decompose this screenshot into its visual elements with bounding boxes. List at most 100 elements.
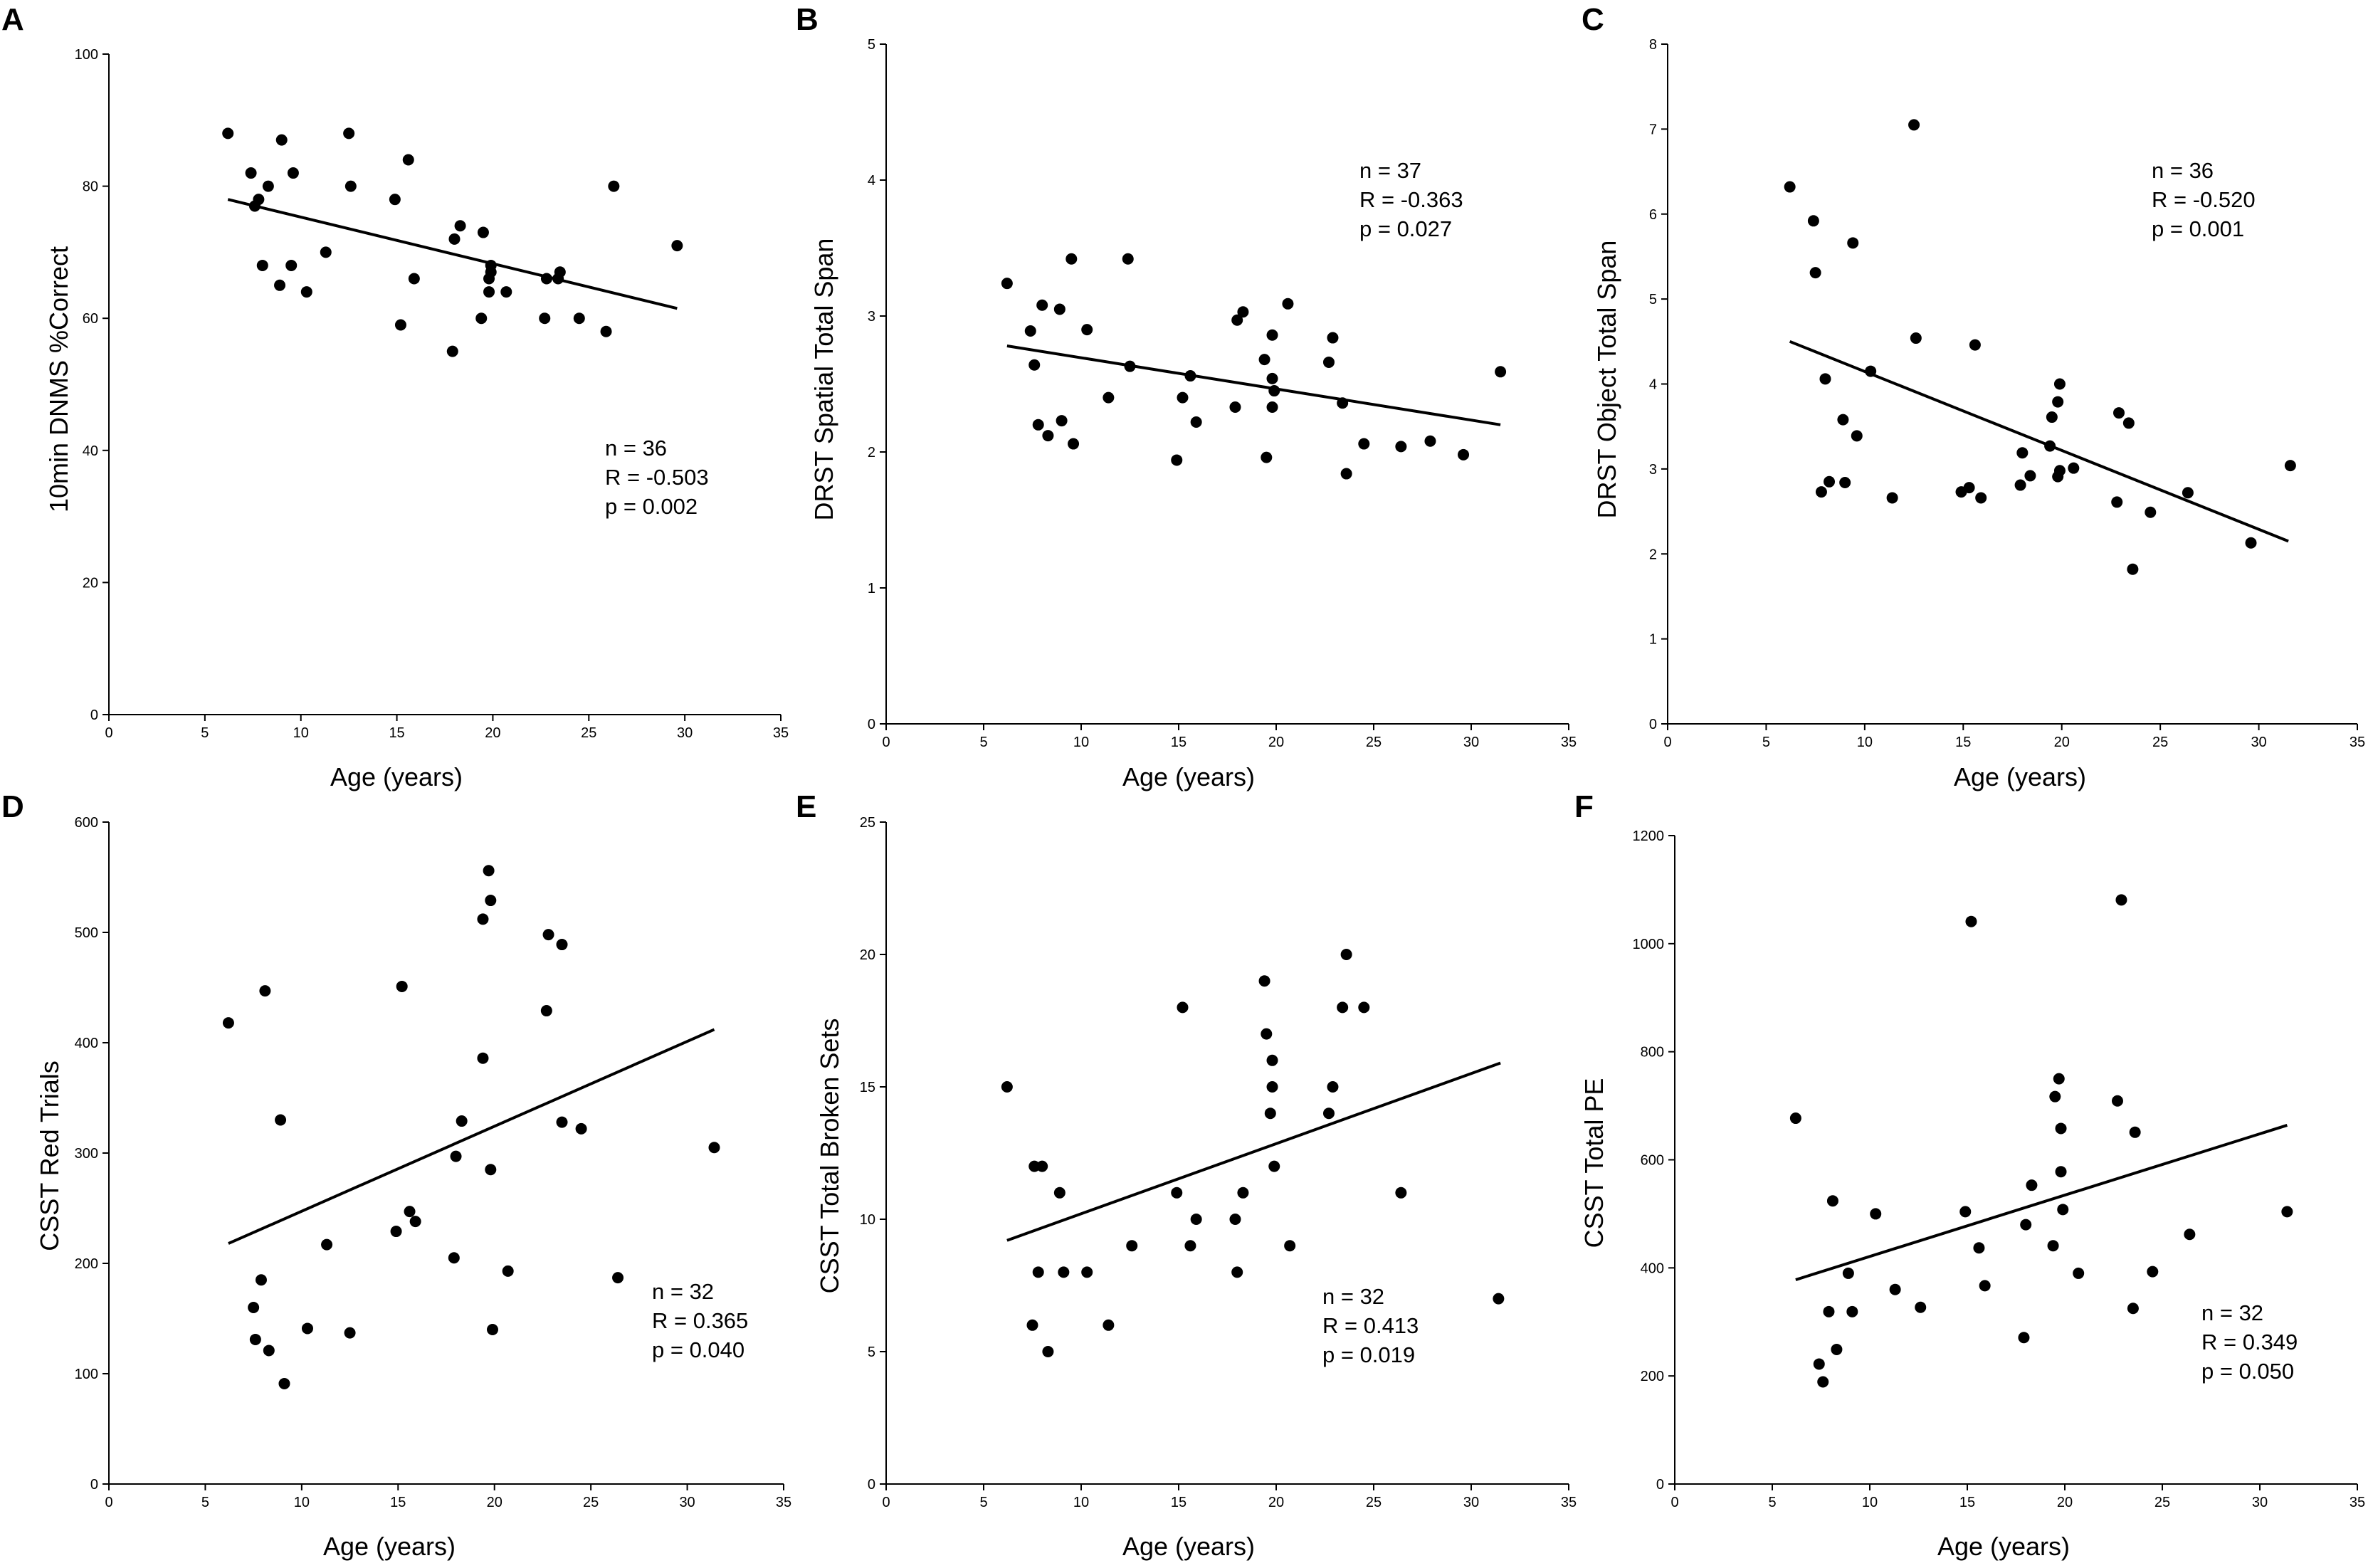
data-point — [1395, 1186, 1407, 1199]
data-point — [1831, 1343, 1843, 1355]
data-point — [1826, 1195, 1838, 1207]
x-axis-label: Age (years) — [1122, 1532, 1255, 1561]
data-point — [2145, 506, 2157, 518]
data-point — [485, 895, 497, 907]
marks — [1001, 949, 1505, 1357]
stat-n: n = 36 — [605, 436, 667, 461]
data-point — [1784, 181, 1796, 193]
regression-line — [1006, 344, 1501, 426]
data-point — [1028, 1160, 1041, 1172]
stat-r: R = 0.413 — [1322, 1313, 1419, 1338]
x-tick-label: 10 — [293, 725, 309, 741]
stat-n: n = 32 — [1322, 1284, 1384, 1309]
data-point — [2044, 440, 2056, 452]
stat-n: n = 37 — [1359, 158, 1421, 183]
data-point — [1973, 1242, 1985, 1254]
y-tick-label: 0 — [90, 1477, 98, 1493]
data-point — [275, 1114, 287, 1126]
data-point — [344, 1327, 356, 1339]
data-point — [556, 1116, 568, 1128]
data-point — [1963, 482, 1975, 494]
stats-annotation: n = 36 R = -0.503 p = 0.002 — [605, 436, 709, 519]
panel-letter: F — [1574, 789, 1594, 824]
data-point — [1886, 492, 1898, 504]
data-point — [1322, 1107, 1335, 1120]
data-point — [554, 266, 566, 278]
x-tick-label: 0 — [1670, 1495, 1678, 1510]
panel-letter: A — [1, 2, 24, 37]
x-tick-label: 5 — [201, 725, 209, 741]
data-point — [608, 180, 620, 192]
data-point — [402, 154, 414, 166]
y-tick-label: 2 — [1649, 547, 1657, 562]
data-point — [2052, 396, 2064, 408]
data-point — [1036, 1160, 1048, 1172]
x-tick-label: 30 — [677, 725, 693, 741]
y-tick-label: 1200 — [1633, 828, 1665, 844]
data-point — [2018, 1332, 2030, 1344]
stat-n: n = 32 — [652, 1279, 714, 1304]
panel-letter: D — [1, 789, 24, 824]
data-point — [1177, 1001, 1189, 1014]
data-point — [1032, 419, 1044, 431]
x-tick-label: 15 — [1171, 735, 1186, 750]
y-tick-label: 0 — [868, 1477, 875, 1493]
y-tick-label: 400 — [75, 1036, 98, 1051]
x-tick-label: 5 — [979, 735, 987, 750]
data-point — [344, 180, 357, 192]
data-point — [1358, 438, 1370, 450]
data-point — [2127, 563, 2139, 575]
x-tick-label: 0 — [105, 725, 112, 741]
x-tick-label: 25 — [1366, 1495, 1382, 1510]
data-point — [1819, 373, 1831, 385]
data-point — [1266, 1054, 1278, 1066]
x-tick-label: 25 — [2152, 735, 2168, 750]
x-tick-label: 25 — [581, 725, 596, 741]
x-tick-label: 15 — [1959, 1495, 1975, 1510]
data-point — [1184, 1240, 1196, 1252]
data-point — [539, 312, 551, 325]
data-point — [259, 985, 271, 997]
data-point — [222, 1017, 234, 1029]
x-tick-label: 35 — [1561, 735, 1577, 750]
data-point — [448, 233, 461, 245]
data-point — [475, 312, 488, 325]
y-tick-label: 5 — [1649, 292, 1657, 307]
x-tick-label: 20 — [485, 725, 500, 741]
axes: 0 5 10 15 20 25 30 35 0 100 200 300 400 500 600 — [75, 815, 792, 1510]
data-point — [2073, 1267, 2085, 1279]
data-point — [2115, 894, 2127, 906]
data-point — [1789, 1112, 1801, 1125]
panel-d: D 0 5 10 15 20 25 30 35 0 100 200 300 400 500 600 Age … — [1, 789, 791, 1561]
stat-r: R = 0.365 — [652, 1308, 748, 1333]
y-tick-label: 0 — [1649, 717, 1657, 732]
data-point — [2055, 1122, 2067, 1135]
data-point — [2026, 1179, 2038, 1191]
data-point — [2111, 496, 2123, 508]
data-point — [285, 259, 298, 271]
data-point — [485, 259, 497, 271]
data-point — [1424, 435, 1436, 447]
data-point — [477, 913, 489, 925]
data-point — [300, 286, 312, 298]
x-tick-label: 0 — [1663, 735, 1671, 750]
data-point — [2182, 487, 2194, 499]
data-point — [1266, 329, 1278, 341]
x-tick-label: 35 — [773, 725, 789, 741]
x-tick-label: 20 — [1268, 735, 1284, 750]
x-tick-label: 15 — [1955, 735, 1971, 750]
data-point — [1340, 949, 1352, 960]
y-axis-label: DRST Object Total Span — [1592, 241, 1621, 519]
y-tick-label: 1000 — [1633, 937, 1665, 952]
data-point — [1809, 267, 1821, 279]
data-point — [1068, 438, 1080, 450]
data-point — [1042, 1346, 1054, 1357]
data-point — [1266, 1081, 1278, 1093]
data-point — [1237, 1186, 1249, 1199]
data-point — [408, 273, 420, 285]
marks — [222, 865, 720, 1389]
x-tick-label: 15 — [389, 725, 404, 741]
x-tick-label: 20 — [2054, 735, 2070, 750]
data-point — [1965, 915, 1977, 927]
data-point — [404, 1206, 416, 1218]
